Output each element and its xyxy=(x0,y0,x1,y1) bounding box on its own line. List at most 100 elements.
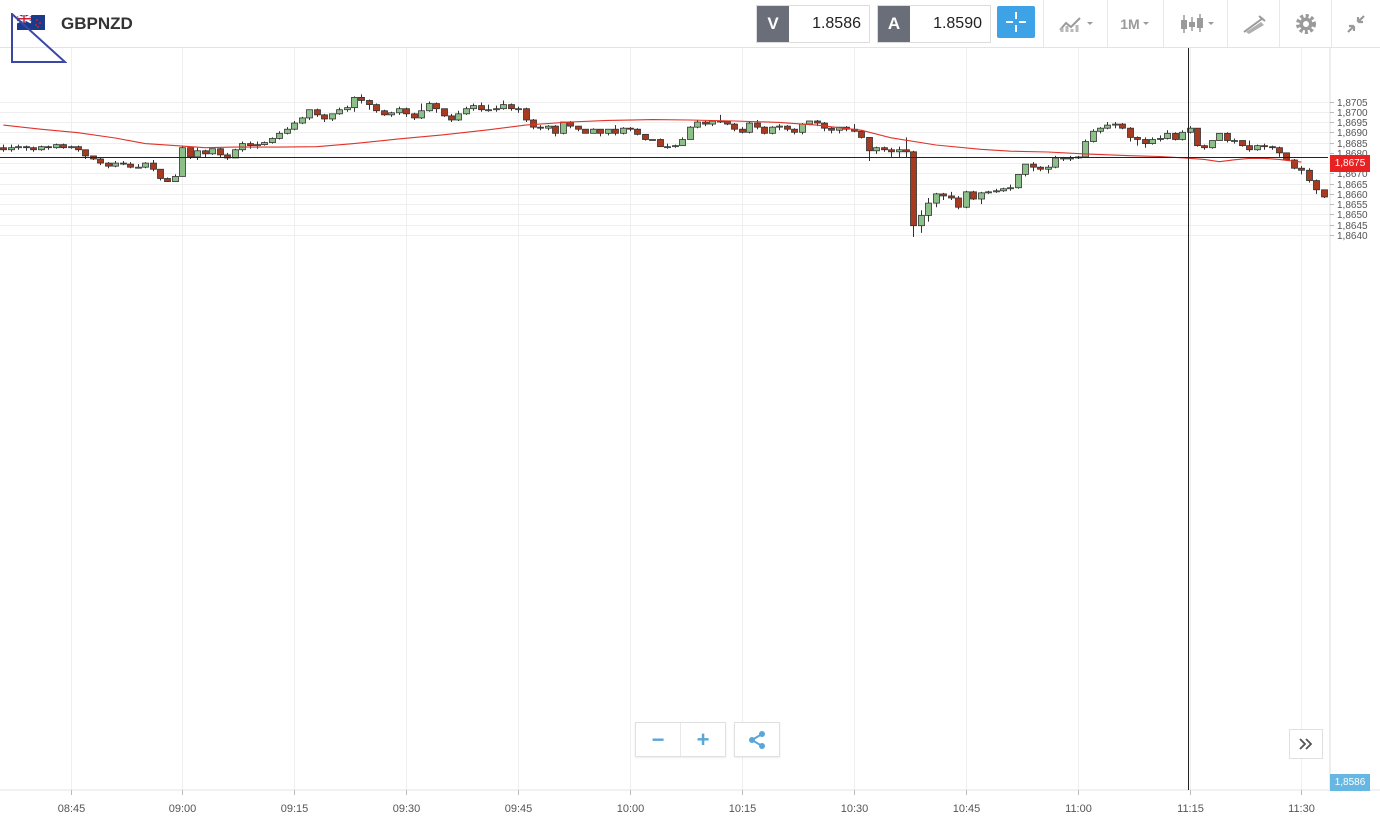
drawing-tools-button[interactable] xyxy=(1227,0,1280,47)
candle-body xyxy=(1239,140,1246,147)
candle-body xyxy=(381,110,388,116)
candle-body xyxy=(679,139,686,147)
candle-body xyxy=(82,149,89,157)
candle-body xyxy=(448,115,455,121)
scroll-to-latest-button[interactable] xyxy=(1289,729,1323,759)
candle-body xyxy=(612,128,619,134)
candle-body xyxy=(336,109,343,115)
candle-body xyxy=(1030,163,1037,168)
candle-body xyxy=(933,193,940,204)
candle-body xyxy=(791,128,798,133)
candle-body xyxy=(657,139,664,148)
candle-body xyxy=(1037,166,1044,170)
candle-body xyxy=(247,143,254,147)
candle-body xyxy=(970,191,977,200)
candle-body xyxy=(411,113,418,119)
candle-body xyxy=(873,147,880,152)
settings-button[interactable] xyxy=(1279,0,1332,47)
share-control xyxy=(734,722,780,757)
price-tick-label: 1,8700 xyxy=(1337,108,1368,119)
price-tick-label: 1,8650 xyxy=(1337,210,1368,221)
buy-tag: A xyxy=(878,6,910,42)
candle-body xyxy=(493,108,500,111)
candle-body xyxy=(582,128,589,134)
candle-body xyxy=(1045,166,1052,170)
candle-body xyxy=(366,100,373,105)
candle-body xyxy=(358,96,365,101)
zoom-out-button[interactable]: − xyxy=(636,723,681,756)
instrument-symbol: GBPNZD xyxy=(61,14,133,33)
candle-body xyxy=(739,128,746,133)
candle-style-button[interactable] xyxy=(1163,0,1228,47)
price-tick-label: 1,8680 xyxy=(1337,149,1368,160)
double-chevron-right-icon xyxy=(1299,738,1313,750)
candle-body xyxy=(433,103,440,110)
time-tick-label: 10:00 xyxy=(617,803,645,815)
candle-body xyxy=(1306,169,1313,181)
sell-price-box[interactable]: V 1.8586 xyxy=(756,5,870,43)
candle-body xyxy=(1104,124,1111,129)
crosshair-button[interactable] xyxy=(997,6,1035,38)
candle-body xyxy=(1313,180,1320,191)
candle-body xyxy=(888,149,895,153)
collapse-button[interactable] xyxy=(1331,0,1380,47)
candle-body xyxy=(1216,132,1223,141)
candle-body xyxy=(1097,127,1104,132)
price-chart[interactable]: 1,86401,86451,86501,86551,86601,86651,86… xyxy=(0,48,1380,821)
candle-body xyxy=(30,147,37,151)
candle-body xyxy=(441,108,448,117)
candle-body xyxy=(164,178,171,182)
candle-body xyxy=(1254,145,1261,151)
candle-body xyxy=(1052,157,1059,168)
candle-body xyxy=(1291,159,1298,169)
time-tick-label: 10:30 xyxy=(841,803,869,815)
candle-body xyxy=(605,128,612,134)
candle-body xyxy=(426,103,433,112)
candle-body xyxy=(418,110,425,119)
time-tick-label: 11:00 xyxy=(1065,803,1092,815)
timeframe-button[interactable]: 1M xyxy=(1107,0,1164,47)
candle-body xyxy=(1187,127,1194,133)
candle-body xyxy=(597,128,604,134)
chart-type-button[interactable] xyxy=(1043,0,1108,47)
candle-body xyxy=(209,148,216,155)
candle-body xyxy=(925,202,932,216)
candle-body xyxy=(1172,132,1179,140)
candle-body xyxy=(1321,189,1328,198)
candle-body xyxy=(373,104,380,112)
candle-body xyxy=(172,176,179,182)
candle-body xyxy=(814,120,821,124)
price-tick-label: 1,8705 xyxy=(1337,98,1368,109)
candle-body xyxy=(1060,157,1067,160)
candle-body xyxy=(761,126,768,134)
moving-average-line xyxy=(3,119,1302,163)
time-tick-label: 10:45 xyxy=(953,803,981,815)
buy-price-box[interactable]: A 1.8590 xyxy=(877,5,991,43)
candle-body xyxy=(261,142,268,146)
grid xyxy=(0,48,1330,790)
candle-body xyxy=(910,151,917,227)
candle-body xyxy=(455,113,462,121)
candle-body xyxy=(291,122,298,130)
candle-body xyxy=(1269,146,1276,149)
candle-body xyxy=(642,133,649,140)
candle-body xyxy=(500,104,507,110)
candles xyxy=(0,94,1328,237)
candle-body xyxy=(523,108,530,121)
toolbar: GBPNZD V 1.8586 A 1.8590 1M xyxy=(0,0,1380,48)
buy-price: 1.8590 xyxy=(933,15,982,32)
candle-body xyxy=(157,168,164,179)
candle-body xyxy=(1283,152,1290,161)
candle-body xyxy=(232,149,239,159)
candle-body xyxy=(388,112,395,116)
candle-body xyxy=(530,119,537,128)
candle-body xyxy=(187,147,194,158)
candle-body xyxy=(329,113,336,120)
zoom-in-button[interactable]: + xyxy=(696,726,710,752)
candle-body xyxy=(784,125,791,130)
candle-body xyxy=(709,120,716,125)
share-button[interactable] xyxy=(735,723,779,756)
candle-body xyxy=(866,137,873,152)
candle-body xyxy=(321,114,328,120)
candle-body xyxy=(142,162,149,168)
